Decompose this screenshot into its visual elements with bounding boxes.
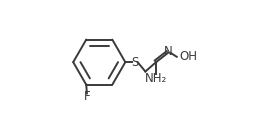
Text: NH₂: NH₂ bbox=[145, 72, 167, 85]
Text: F: F bbox=[84, 90, 91, 103]
Text: N: N bbox=[164, 45, 173, 58]
Text: S: S bbox=[131, 56, 138, 69]
Text: OH: OH bbox=[179, 50, 197, 63]
